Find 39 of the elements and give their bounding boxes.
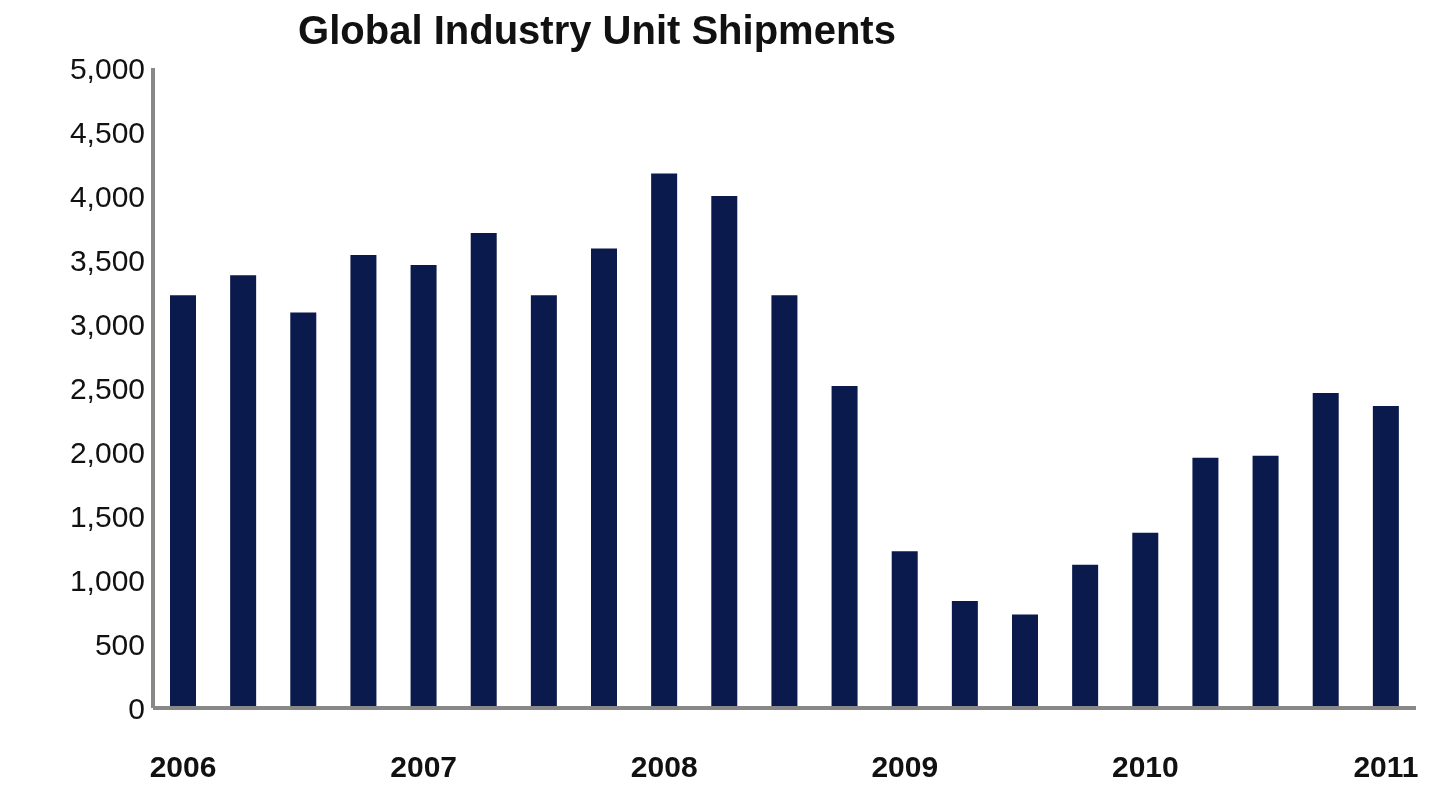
y-tick-label: 0 — [128, 691, 145, 725]
bar — [1372, 405, 1399, 708]
bar — [350, 254, 377, 708]
y-tick-label: 1,000 — [69, 563, 145, 597]
x-tick-label: 2006 — [149, 750, 217, 784]
y-tick-label: 3,000 — [69, 307, 145, 341]
bar — [1132, 532, 1159, 708]
bar — [470, 233, 497, 708]
bar — [1072, 564, 1099, 708]
y-tick-label: 4,500 — [69, 115, 145, 149]
bar — [591, 248, 617, 708]
y-tick-label: 2,500 — [69, 371, 145, 405]
x-tick-label: 2009 — [871, 750, 939, 784]
x-tick-label: 2010 — [1111, 750, 1179, 784]
bar — [530, 295, 557, 708]
x-tick-label: 2011 — [1353, 750, 1419, 784]
bar — [771, 295, 798, 708]
y-tick-label: 2,000 — [69, 435, 145, 469]
y-tick-label: 5,000 — [69, 51, 145, 85]
bar — [1252, 455, 1279, 708]
bar — [230, 275, 257, 708]
x-tick-label: 2008 — [630, 750, 698, 784]
y-tick-label: 3,500 — [69, 243, 145, 277]
bar — [1192, 457, 1219, 708]
bar — [651, 173, 678, 708]
x-tick-label: 2007 — [390, 750, 458, 784]
bar — [711, 196, 738, 708]
bar — [1012, 614, 1038, 708]
y-tick-label: 1,500 — [69, 499, 145, 533]
bar — [290, 312, 317, 708]
y-tick-label: 500 — [94, 627, 145, 661]
bar — [831, 386, 858, 708]
bar — [410, 265, 437, 708]
chart-title: Global Industry Unit Shipments — [298, 8, 896, 52]
bar — [891, 551, 918, 708]
bar — [170, 295, 196, 708]
bar — [1312, 393, 1339, 708]
y-tick-label: 4,000 — [69, 179, 145, 213]
bar — [951, 601, 978, 708]
